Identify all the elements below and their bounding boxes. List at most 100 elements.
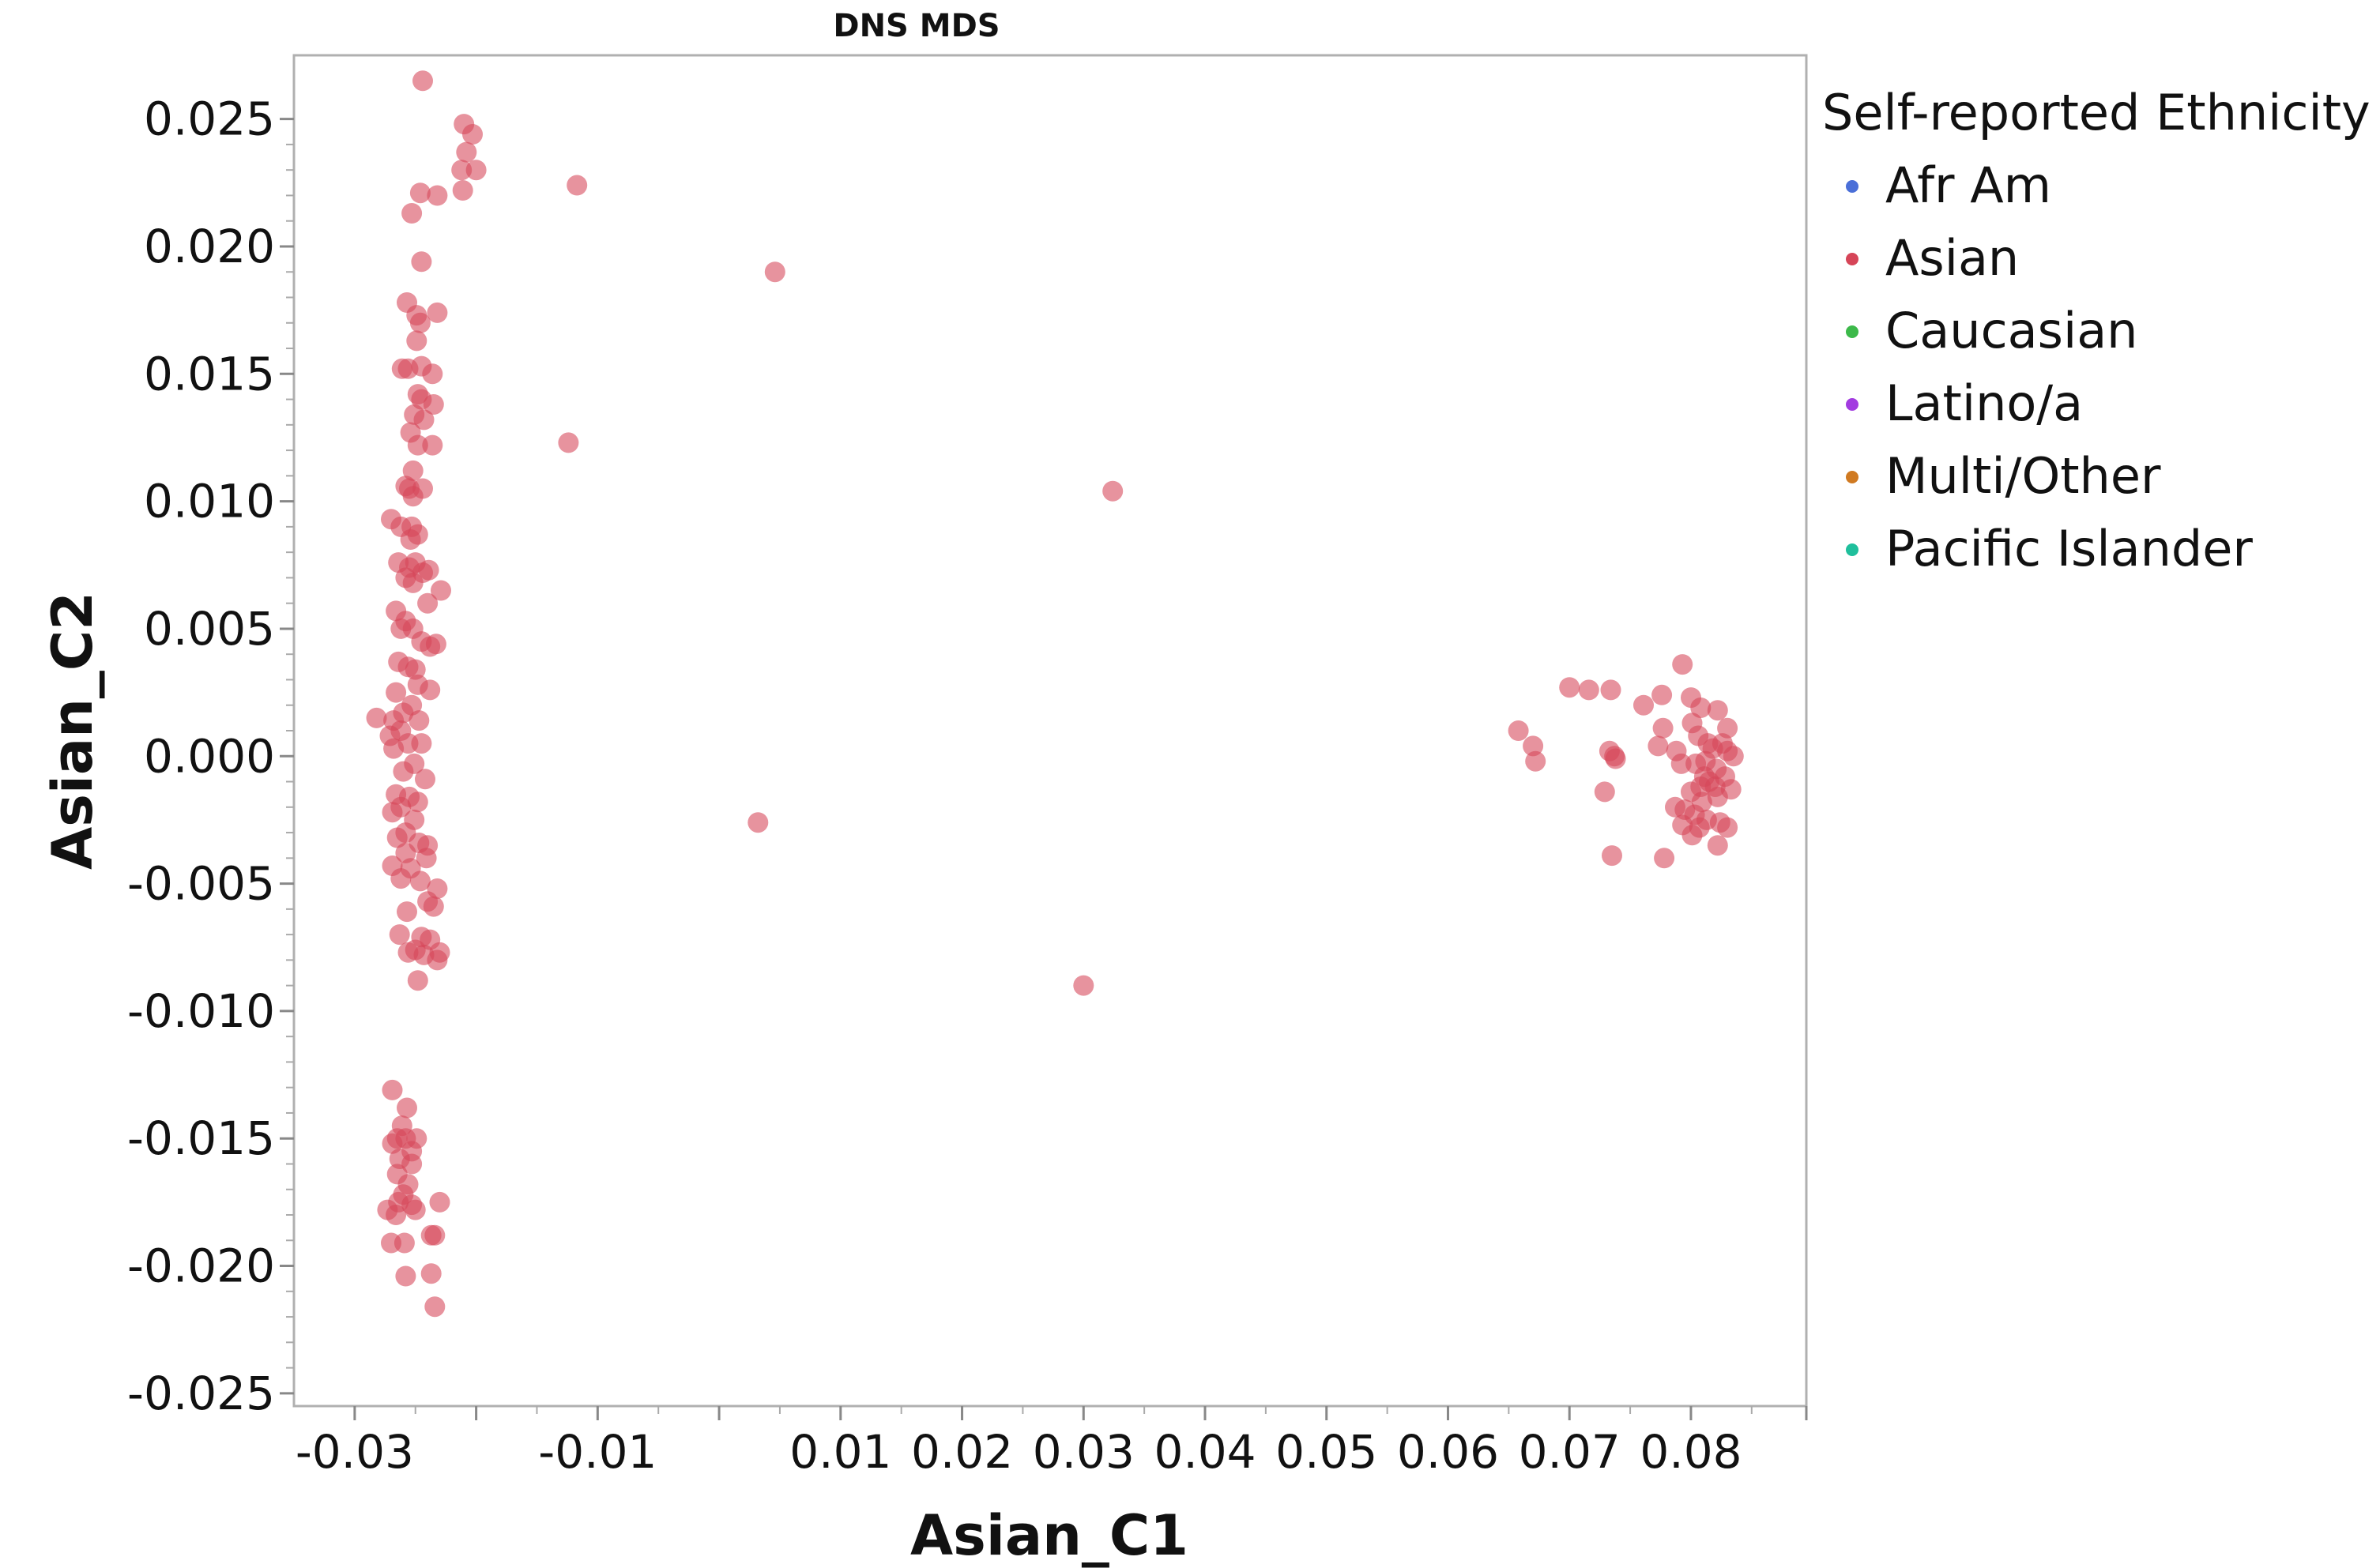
data-point (402, 486, 424, 507)
data-point (386, 827, 408, 848)
data-point (389, 924, 410, 946)
data-point (1693, 766, 1715, 788)
y-tick-label: -0.005 (127, 857, 275, 911)
data-point (416, 848, 437, 869)
data-point (417, 592, 439, 614)
x-tick-label: -0.01 (538, 1425, 657, 1479)
data-points (366, 70, 1744, 1318)
data-point (567, 175, 588, 196)
x-tick-label: 0.08 (1640, 1425, 1742, 1479)
x-tick-label: 0.07 (1519, 1425, 1621, 1479)
data-point (409, 870, 431, 892)
legend-marker (1846, 398, 1858, 411)
data-point (465, 160, 487, 181)
data-point (1648, 735, 1669, 757)
data-point (401, 203, 423, 224)
y-tick-label: 0.015 (144, 347, 275, 400)
data-point (1602, 845, 1622, 867)
data-point (422, 363, 443, 385)
data-point (1559, 677, 1580, 698)
data-point (409, 182, 431, 204)
data-point (456, 141, 477, 163)
legend-label: Multi/Other (1885, 447, 2161, 505)
data-point (1525, 750, 1546, 772)
data-point (1672, 654, 1693, 675)
y-tick-label: -0.010 (127, 984, 275, 1038)
data-point (411, 251, 432, 273)
data-point (397, 1097, 417, 1119)
data-point (1654, 848, 1675, 869)
x-tick-label: -0.03 (296, 1425, 414, 1479)
legend-title: Self-reported Ethnicity (1822, 84, 2371, 141)
data-point (415, 769, 435, 790)
data-point (1723, 746, 1744, 767)
y-tick-label: -0.025 (127, 1367, 275, 1420)
data-point (407, 792, 428, 813)
data-point (423, 896, 444, 917)
legend-label: Asian (1885, 229, 2019, 287)
data-point (1652, 717, 1674, 739)
legend-marker (1846, 180, 1858, 193)
legend-label: Pacific Islander (1885, 520, 2253, 577)
data-point (407, 970, 428, 991)
data-point (393, 761, 414, 782)
data-point (1508, 720, 1529, 741)
data-point (462, 124, 483, 145)
legend-label: Latino/a (1885, 374, 2083, 432)
data-point (1672, 814, 1693, 836)
chart-title: DNS MDS (833, 8, 1000, 44)
x-tick-label: 0.04 (1154, 1425, 1256, 1479)
data-point (427, 949, 448, 971)
data-point (420, 1263, 442, 1284)
data-point (1717, 817, 1738, 838)
y-tick-label: 0.005 (144, 602, 275, 656)
data-point (405, 1199, 426, 1220)
data-point (1578, 679, 1599, 701)
y-tick-label: 0.010 (144, 475, 275, 528)
x-tick-label: 0.02 (911, 1425, 1013, 1479)
data-point (1707, 700, 1728, 721)
data-point (401, 1153, 423, 1175)
data-point (748, 812, 769, 833)
data-point (423, 394, 444, 415)
data-point (418, 559, 439, 581)
data-point (1604, 746, 1625, 767)
y-tick-label: 0.025 (144, 92, 275, 146)
x-tick-label: 0.05 (1275, 1425, 1377, 1479)
legend-marker (1846, 325, 1858, 338)
data-point (411, 733, 432, 754)
x-tick-label: 0.01 (789, 1425, 891, 1479)
data-point (1707, 835, 1728, 856)
data-point (366, 707, 387, 728)
data-point (397, 358, 419, 379)
data-point (390, 868, 412, 889)
x-axis-label: Asian_C1 (910, 1503, 1188, 1568)
data-point (1670, 753, 1692, 774)
data-point (412, 70, 433, 92)
data-point (424, 1296, 446, 1318)
data-point (452, 180, 473, 201)
y-tick-label: -0.020 (127, 1239, 275, 1293)
y-axis-label: Asian_C2 (40, 592, 105, 870)
data-point (386, 682, 407, 703)
data-point (1102, 480, 1124, 502)
data-point (413, 409, 435, 431)
x-tick-label: 0.06 (1397, 1425, 1499, 1479)
legend-label: Afr Am (1885, 156, 2051, 214)
data-point (764, 261, 785, 283)
legend-marker (1846, 543, 1858, 556)
data-point (427, 185, 448, 206)
data-point (382, 1079, 403, 1100)
data-point (406, 330, 427, 352)
legend-label: Caucasian (1885, 302, 2137, 359)
data-point (1523, 735, 1544, 757)
data-point (397, 901, 417, 923)
data-point (425, 634, 446, 655)
data-point (1600, 679, 1621, 701)
data-point (422, 434, 443, 456)
plot-frame (292, 54, 1808, 1408)
data-point (382, 802, 403, 823)
data-point (427, 302, 448, 323)
x-axis: -0.03 -0.01 0.01 0.02 0.03 0.04 0.05 0.06 0.07 0.… (296, 1406, 1808, 1479)
